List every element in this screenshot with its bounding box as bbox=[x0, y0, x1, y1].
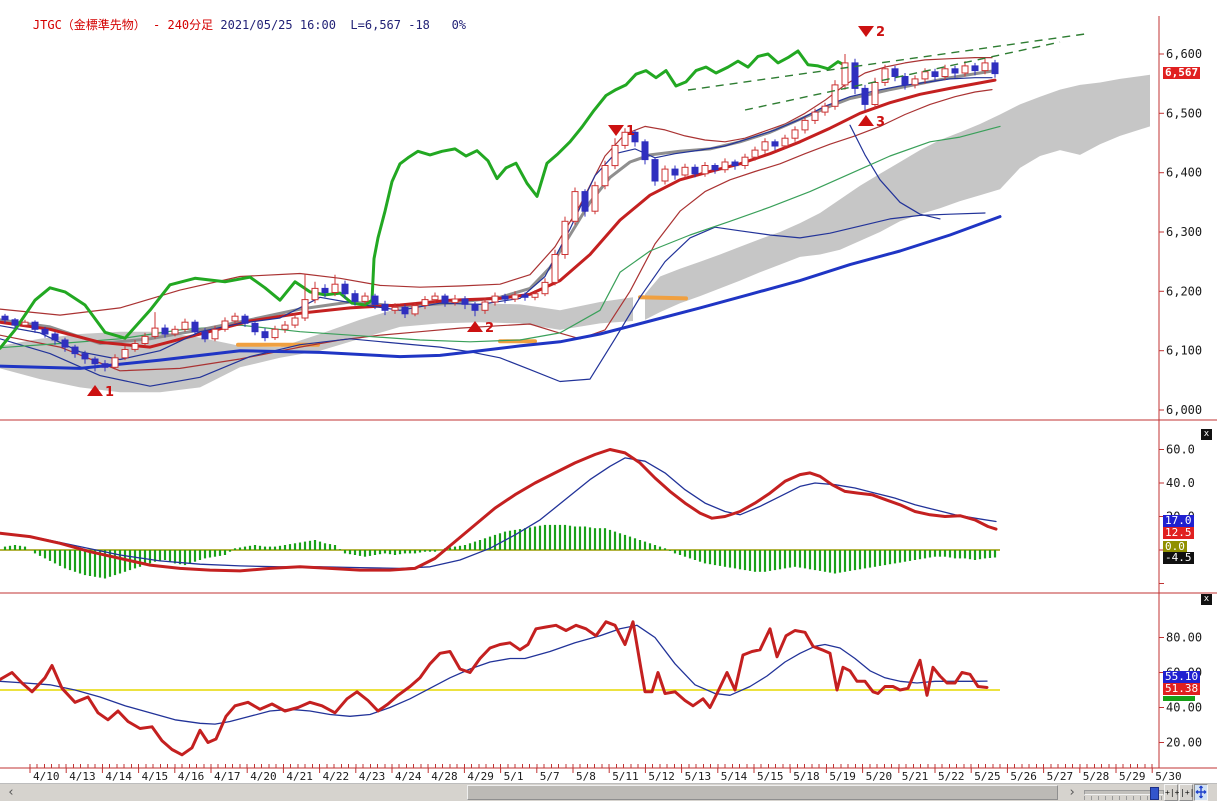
svg-text:4/21: 4/21 bbox=[286, 770, 313, 783]
move-cross-icon bbox=[1195, 785, 1207, 799]
price-axis-labels: 6,000 6,100 6,200 6,300 6,400 6,500 6,600 60.0 4… bbox=[1159, 47, 1202, 750]
macd-panel-close-icon[interactable]: x bbox=[1201, 429, 1212, 440]
svg-text:4/16: 4/16 bbox=[178, 770, 205, 783]
svg-text:80.00: 80.00 bbox=[1166, 631, 1202, 645]
macd-osc-value-badge: -4.5 bbox=[1163, 551, 1194, 564]
svg-text:5/1: 5/1 bbox=[504, 770, 524, 783]
svg-text:1: 1 bbox=[626, 124, 635, 139]
svg-text:5/30: 5/30 bbox=[1155, 770, 1182, 783]
signal-markers-layer: 1 2 3 1 2 bbox=[87, 25, 885, 400]
svg-text:4/22: 4/22 bbox=[323, 770, 350, 783]
instrument-title-label: JTGC（金標準先物） - 240分足 bbox=[32, 18, 214, 32]
svg-text:6,400: 6,400 bbox=[1166, 166, 1202, 180]
macd-panel-layer bbox=[0, 448, 1000, 579]
macd-value-badge: 12.5 bbox=[1163, 526, 1194, 539]
scrollbar-thumb[interactable] bbox=[467, 785, 1058, 800]
svg-text:5/13: 5/13 bbox=[685, 770, 712, 783]
stoch-panel-close-icon[interactable]: x bbox=[1201, 594, 1212, 605]
scroll-right-arrow-icon[interactable]: › bbox=[1068, 785, 1076, 800]
svg-text:40.00: 40.00 bbox=[1166, 701, 1202, 715]
signal-triangle-down bbox=[858, 26, 874, 37]
last-price-badge: 6,567 bbox=[1163, 66, 1201, 79]
svg-text:4/10: 4/10 bbox=[33, 770, 60, 783]
svg-text:5/29: 5/29 bbox=[1119, 770, 1146, 783]
svg-text:6,000: 6,000 bbox=[1166, 403, 1202, 417]
svg-text:2: 2 bbox=[876, 25, 885, 40]
svg-text:20.00: 20.00 bbox=[1166, 736, 1202, 750]
svg-text:5/20: 5/20 bbox=[866, 770, 893, 783]
svg-text:5/28: 5/28 bbox=[1083, 770, 1110, 783]
trendline-layer bbox=[687, 33, 1086, 111]
svg-text:5/7: 5/7 bbox=[540, 770, 560, 783]
svg-text:5/8: 5/8 bbox=[576, 770, 596, 783]
scroll-left-arrow-icon[interactable]: ‹ bbox=[7, 785, 15, 800]
quote-status-label: 2021/05/25 16:00 L=6,567 -18 0% bbox=[213, 18, 467, 32]
svg-text:5/12: 5/12 bbox=[648, 770, 675, 783]
svg-text:4/28: 4/28 bbox=[431, 770, 458, 783]
svg-text:1: 1 bbox=[105, 385, 114, 400]
zoom-slider[interactable] bbox=[1084, 787, 1164, 800]
chart-title-bar: JTGC（金標準先物） - 240分足 2021/05/25 16:00 L=6… bbox=[4, 2, 466, 47]
svg-text:6,300: 6,300 bbox=[1166, 225, 1202, 239]
svg-text:4/20: 4/20 bbox=[250, 770, 277, 783]
svg-text:5/18: 5/18 bbox=[793, 770, 820, 783]
svg-text:6,600: 6,600 bbox=[1166, 47, 1202, 61]
svg-text:4/24: 4/24 bbox=[395, 770, 422, 783]
svg-text:5/14: 5/14 bbox=[721, 770, 748, 783]
stochastic-panel-layer bbox=[0, 620, 1000, 757]
candles-layer bbox=[1, 54, 999, 372]
signal-triangle-up bbox=[87, 385, 103, 396]
svg-text:5/22: 5/22 bbox=[938, 770, 965, 783]
svg-text:4/13: 4/13 bbox=[69, 770, 96, 783]
bottom-scrollbar-bar: ‹ › +|+ |+| bbox=[0, 783, 1217, 801]
svg-text:3: 3 bbox=[876, 115, 885, 130]
svg-text:5/19: 5/19 bbox=[829, 770, 856, 783]
signal-triangle-up bbox=[858, 115, 874, 126]
compress-bars-button[interactable]: +|+ bbox=[1164, 784, 1179, 801]
zoom-slider-thumb[interactable] bbox=[1150, 787, 1159, 800]
svg-text:4/15: 4/15 bbox=[142, 770, 169, 783]
signal-triangle-down bbox=[608, 125, 624, 136]
svg-text:5/26: 5/26 bbox=[1010, 770, 1037, 783]
svg-text:4/23: 4/23 bbox=[359, 770, 386, 783]
svg-text:5/25: 5/25 bbox=[974, 770, 1001, 783]
svg-text:5/21: 5/21 bbox=[902, 770, 929, 783]
svg-text:4/14: 4/14 bbox=[105, 770, 132, 783]
svg-text:4/29: 4/29 bbox=[467, 770, 494, 783]
svg-text:6,500: 6,500 bbox=[1166, 106, 1202, 120]
svg-text:2: 2 bbox=[485, 321, 494, 336]
svg-text:6,200: 6,200 bbox=[1166, 284, 1202, 298]
svg-text:4/17: 4/17 bbox=[214, 770, 241, 783]
macd-zero-value-badge: 0.0 bbox=[1163, 540, 1187, 553]
zoom-slider-ticks bbox=[1084, 796, 1162, 800]
stoch-d-value-badge: 55.10 bbox=[1163, 670, 1201, 683]
stoch-k-value-badge: 51.38 bbox=[1163, 682, 1201, 695]
macd-signal-value-badge: 17.0 bbox=[1163, 514, 1194, 527]
panel-borders bbox=[0, 16, 1217, 769]
svg-text:5/27: 5/27 bbox=[1047, 770, 1074, 783]
svg-text:60.0: 60.0 bbox=[1166, 443, 1195, 457]
svg-text:40.0: 40.0 bbox=[1166, 476, 1195, 490]
svg-text:5/15: 5/15 bbox=[757, 770, 784, 783]
zoom-slider-track[interactable] bbox=[1084, 790, 1164, 795]
expand-bars-button[interactable]: |+| bbox=[1179, 784, 1194, 801]
pan-mode-button[interactable] bbox=[1194, 784, 1208, 801]
date-axis-labels: 4/10 4/13 4/14 4/15 4/16 4/17 4/20 4/21 4/22 4/23… bbox=[29, 768, 1182, 783]
svg-text:6,100: 6,100 bbox=[1166, 344, 1202, 358]
svg-text:5/11: 5/11 bbox=[612, 770, 639, 783]
signal-triangle-up bbox=[467, 321, 483, 332]
stoch-green-strip-badge bbox=[1163, 696, 1195, 701]
